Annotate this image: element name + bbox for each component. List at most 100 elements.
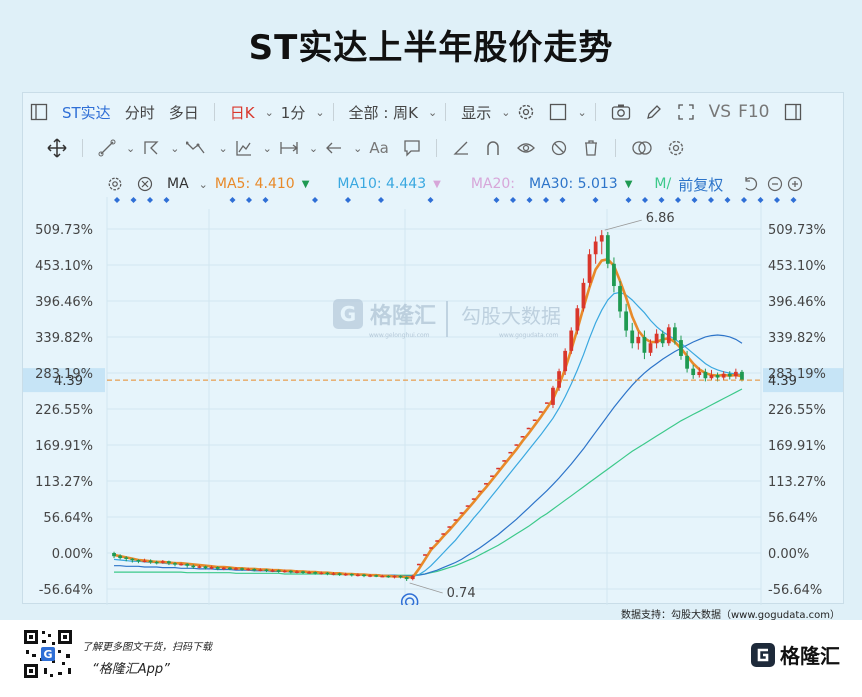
candle-body <box>368 575 372 577</box>
candle-body <box>575 308 580 331</box>
arrow-tool-icon[interactable] <box>325 139 343 157</box>
ma30-value: MA30: 5.013 <box>529 176 618 192</box>
event-marker-diamond <box>741 197 747 203</box>
gear-icon[interactable] <box>517 103 535 121</box>
y-tick-label-right: 113.27% <box>768 475 826 490</box>
drawing-toolbar: ⌄ ⌄ ⌄ ⌄ ⌄ ⌄ Aa <box>23 133 843 163</box>
wave-tool-icon[interactable] <box>186 139 208 157</box>
move-icon[interactable] <box>47 138 67 158</box>
pencil-icon[interactable] <box>645 103 663 121</box>
chart-panel: ST实达 分时 多日 日K ⌄ 1分 ⌄ 全部 : 周K ⌄ 显示 ⌄ ⌄ VS… <box>22 92 844 605</box>
ma10-trend-icon: ▼ <box>433 178 441 190</box>
angle-icon[interactable] <box>452 139 470 157</box>
price-chart[interactable]: G 格隆汇 www.gelonghui.com 勾股大数据 www.goguda… <box>23 197 843 605</box>
candle-body <box>154 561 159 564</box>
candle-body <box>484 483 488 485</box>
ma60-line <box>114 388 743 576</box>
candle-body <box>520 436 525 438</box>
y-tick-label-right: 226.55% <box>768 403 826 418</box>
candle-body <box>404 577 409 580</box>
candle-body <box>526 427 531 430</box>
chevron-down-icon[interactable]: ⌄ <box>218 141 228 155</box>
line-tool-icon[interactable] <box>98 139 116 157</box>
y-tick-label-right: 453.10% <box>768 259 826 274</box>
chevron-down-icon[interactable]: ⌄ <box>170 141 180 155</box>
event-marker-diamond <box>345 197 351 203</box>
zoom-in-icon[interactable] <box>787 176 803 192</box>
candle-body <box>557 371 561 388</box>
candle-body <box>660 333 665 344</box>
display-menu[interactable]: 显示 <box>461 103 492 122</box>
candle-body <box>173 563 177 565</box>
tab-duori[interactable]: 多日 <box>168 103 199 122</box>
chevron-down-icon[interactable]: ⌄ <box>126 141 136 155</box>
overlay-icon[interactable] <box>631 139 653 157</box>
candle-body <box>295 571 299 573</box>
y-tick-label-left: 396.46% <box>35 295 93 310</box>
tab-fenshi[interactable]: 分时 <box>124 103 155 122</box>
candle-body <box>349 573 354 576</box>
candle-body <box>551 387 555 405</box>
candle-body <box>392 575 397 578</box>
qr-code[interactable]: G <box>22 628 74 680</box>
chevron-down-icon[interactable]: ⌄ <box>308 141 319 155</box>
candle-body <box>459 512 464 514</box>
event-marker-diamond <box>658 197 665 203</box>
candle-body <box>740 371 744 381</box>
event-marker-diamond <box>427 197 434 203</box>
chart-pattern-icon[interactable] <box>235 139 253 157</box>
square-icon[interactable] <box>549 103 567 121</box>
adjust-select[interactable]: 前复权 <box>678 175 724 194</box>
comment-icon[interactable] <box>403 139 421 157</box>
chevron-down-icon[interactable]: ⌄ <box>353 141 363 155</box>
chevron-down-icon[interactable]: ⌄ <box>262 141 272 155</box>
y-axis-left: 509.73% 453.10% 396.46% 339.82% 283.19% 226.5… <box>35 223 93 598</box>
range-select[interactable]: 全部 : 周K <box>348 103 418 122</box>
candle-body <box>410 575 415 580</box>
eye-lock-icon[interactable] <box>516 139 536 157</box>
candle-body <box>727 373 732 377</box>
magnet-icon[interactable] <box>484 139 502 157</box>
chevron-down-icon[interactable]: ⌄ <box>577 105 587 119</box>
text-tool[interactable]: Aa <box>369 139 389 157</box>
candle-body <box>514 444 519 446</box>
divider <box>614 139 616 157</box>
polyline-tool-icon[interactable] <box>142 139 160 157</box>
divider <box>82 139 83 157</box>
trash-icon[interactable] <box>582 139 600 157</box>
chart-grid <box>106 197 762 605</box>
chevron-down-icon[interactable]: ⌄ <box>198 177 208 191</box>
close-icon[interactable] <box>137 176 153 192</box>
candle-body <box>477 490 482 493</box>
y-tick-label-right: 0.00% <box>768 547 809 562</box>
chevron-down-icon[interactable]: ⌄ <box>501 105 511 119</box>
chevron-down-icon[interactable]: ⌄ <box>264 105 274 119</box>
candle-body <box>246 568 251 571</box>
tab-daily-k[interactable]: 日K <box>229 103 255 122</box>
candle-body <box>288 570 293 573</box>
chevron-down-icon[interactable]: ⌄ <box>315 105 325 119</box>
undo-icon[interactable] <box>742 176 758 192</box>
event-marker-diamond <box>510 197 516 203</box>
hide-icon[interactable] <box>550 139 568 157</box>
gear-icon[interactable] <box>107 176 123 192</box>
minute-select[interactable]: 1分 <box>280 103 306 122</box>
footer: G 了解更多图文干货，扫码下载 “格隆汇App” 格隆汇 <box>0 620 862 697</box>
panel-toggle-icon[interactable] <box>784 103 802 121</box>
candle-body <box>136 559 141 562</box>
ma5-value: MA5: 4.410 <box>214 176 295 192</box>
zoom-out-icon[interactable] <box>767 176 783 192</box>
candle-body <box>227 567 232 570</box>
vs-button[interactable]: VS <box>708 102 732 122</box>
fullscreen-icon[interactable] <box>677 103 695 121</box>
gear-icon[interactable] <box>667 139 685 157</box>
camera-icon[interactable] <box>611 103 631 121</box>
candle-body <box>465 505 470 507</box>
candle-body <box>429 547 433 549</box>
sidebar-toggle-icon[interactable] <box>30 103 48 121</box>
chevron-down-icon[interactable]: ⌄ <box>427 105 438 119</box>
symbol-label[interactable]: ST实达 <box>62 103 111 122</box>
measure-icon[interactable] <box>279 139 299 157</box>
y-tick-label-right: 339.82% <box>768 331 826 346</box>
f10-button[interactable]: F10 <box>738 102 770 122</box>
